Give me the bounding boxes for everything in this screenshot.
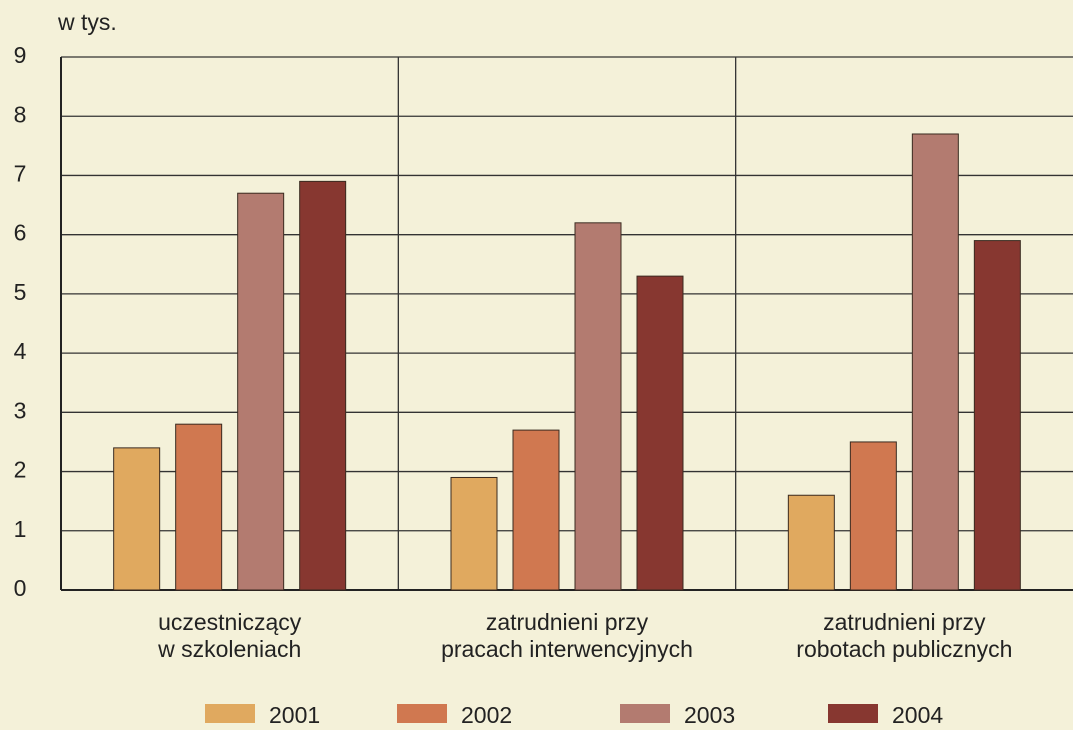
bar	[450, 476, 498, 591]
bar	[512, 429, 560, 591]
x-tick-label: pracach interwencyjnych	[441, 636, 693, 662]
legend-swatch	[205, 704, 255, 723]
bar	[237, 192, 285, 591]
bar	[849, 441, 897, 591]
x-tick-label: w szkoleniach	[157, 636, 301, 662]
y-tick-label: 5	[14, 279, 27, 305]
bar	[636, 275, 684, 591]
bar	[787, 494, 835, 591]
bar	[973, 240, 1021, 591]
x-tick-label: uczestniczący	[158, 609, 302, 635]
legend-label: 2001	[269, 702, 320, 728]
y-tick-label: 3	[14, 397, 27, 423]
y-tick-label: 1	[14, 516, 27, 542]
legend-label: 2004	[892, 702, 943, 728]
legend-label: 2002	[461, 702, 512, 728]
x-tick-label: zatrudnieni przy	[823, 609, 986, 635]
bar	[175, 423, 223, 591]
legend-swatch	[828, 704, 878, 723]
y-tick-label: 2	[14, 457, 27, 483]
y-tick-label: 8	[14, 101, 27, 127]
bar	[574, 222, 622, 591]
legend-swatch	[620, 704, 670, 723]
y-tick-label: 6	[14, 220, 27, 246]
legend-label: 2003	[684, 702, 735, 728]
y-unit: w tys.	[57, 9, 117, 35]
y-tick-label: 0	[14, 575, 27, 601]
y-tick-label: 4	[14, 338, 27, 364]
bar	[113, 447, 161, 591]
bar	[911, 133, 959, 591]
y-tick-label: 9	[14, 42, 27, 68]
legend-swatch	[397, 704, 447, 723]
y-tick-label: 7	[14, 161, 27, 187]
x-tick-label: zatrudnieni przy	[486, 609, 649, 635]
x-tick-label: robotach publicznych	[796, 636, 1012, 662]
bar	[299, 180, 347, 591]
